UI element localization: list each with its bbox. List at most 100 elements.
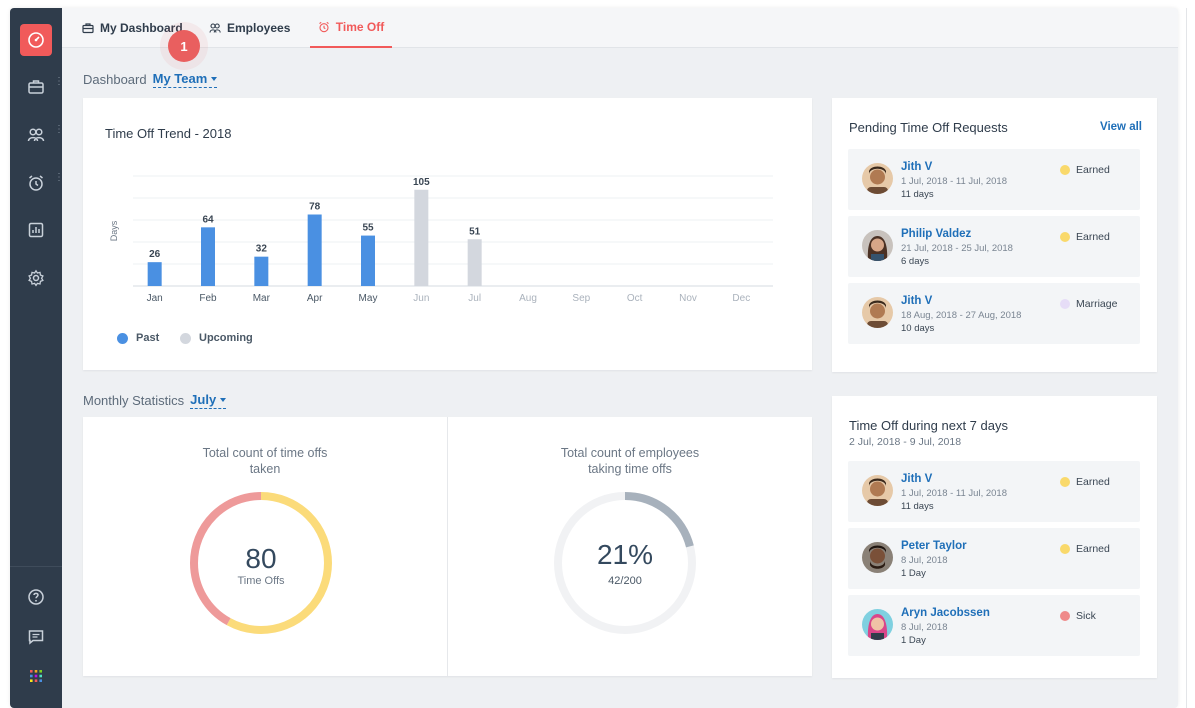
avatar [862,609,893,640]
stat-unit: Time Offs [237,575,285,587]
x-tick-label: Sep [572,293,590,304]
sidebar-item-reports[interactable] [20,214,52,246]
settings-icon [28,269,44,287]
sidebar-divider [10,566,62,567]
legend-label: Past [136,332,160,344]
donut-segment-red [190,492,332,634]
caption-line: Total count of employees [560,446,700,460]
bar-past [361,235,375,286]
sidebar-item-chat[interactable] [20,621,52,653]
tab-employees[interactable]: Employees [209,8,290,48]
chevron-down-icon [211,76,218,81]
type-dot [1060,165,1070,175]
type-label: Earned [1076,476,1110,488]
leave-type: Marriage [1060,298,1117,310]
bar-upcoming [467,239,482,286]
more-dots-icon[interactable]: ⋮ [54,124,64,135]
next7-range: 2 Jul, 2018 - 9 Jul, 2018 [849,436,962,448]
more-dots-icon[interactable]: ⋮ [54,172,64,183]
app-window: ⋮ ⋮ ⋮ [10,8,1178,708]
donut-segment-fill [554,492,696,634]
employee-name[interactable]: Peter Taylor [901,540,967,552]
dashboard-label: Dashboard [83,72,147,87]
date-range: 18 Aug, 2018 - 27 Aug, 2018 [901,310,1022,321]
leave-type: Sick [1060,610,1096,622]
type-label: Sick [1076,610,1096,622]
chart-title: Time Off Trend - 2018 [105,126,232,141]
tab-my-dashboard[interactable]: My Dashboard [82,8,183,48]
legend-label: Upcoming [199,332,253,344]
sidebar-item-help[interactable] [20,581,52,613]
x-tick-label: Nov [679,293,697,304]
top-tab-bar: My Dashboard Employees Time Off 1 [62,8,1178,62]
pending-title: Pending Time Off Requests [849,120,1008,135]
avatar [862,542,893,573]
data-label: 55 [362,223,374,234]
alarm-clock-icon [318,21,329,33]
employee-name[interactable]: Jith V [901,295,933,307]
sidebar-item-apps[interactable] [20,660,52,692]
sidebar-item-time-off[interactable] [20,167,52,199]
employee-name[interactable]: Jith V [901,473,933,485]
date-range: 1 Jul, 2018 - 11 Jul, 2018 [901,176,1007,187]
sidebar-item-settings[interactable] [20,262,52,294]
leave-type: Earned [1060,543,1110,555]
type-label: Earned [1076,164,1110,176]
legend-dot-upcoming [180,332,191,344]
data-label: 32 [256,244,268,255]
view-all-link[interactable]: View all [1100,121,1142,133]
tab-label: Time Off [335,20,385,34]
stat-value: 80 [245,543,277,574]
caption-line: taking time offs [588,462,672,476]
request-item[interactable]: Philip Valdez 21 Jul, 2018 - 25 Jul, 201… [848,216,1140,277]
type-dot [1060,544,1070,554]
sidebar: ⋮ ⋮ ⋮ [10,8,64,708]
timeoff-item[interactable]: Peter Taylor 8 Jul, 2018 1 Day Earned [848,528,1140,589]
data-label: 105 [413,177,430,188]
stat-caption: Total count of employees taking time off… [448,445,812,477]
type-dot [1060,611,1070,621]
sidebar-item-employees[interactable] [20,119,52,151]
timeoff-item[interactable]: Aryn Jacobssen 8 Jul, 2018 1 Day Sick [848,595,1140,656]
month-dropdown[interactable]: July [190,392,227,409]
scope-dropdown[interactable]: My Team [152,71,218,88]
day-count: 1 Day [901,635,926,646]
date-range: 8 Jul, 2018 [901,622,948,633]
request-item[interactable]: Jith V 18 Aug, 2018 - 27 Aug, 2018 10 da… [848,283,1140,344]
day-count: 6 days [901,256,929,267]
x-tick-label: Dec [732,293,750,304]
type-dot [1060,299,1070,309]
x-tick-label: Jul [468,293,481,304]
sidebar-item-dashboard[interactable] [20,24,52,56]
employee-name[interactable]: Jith V [901,161,933,173]
day-count: 11 days [901,189,934,200]
type-label: Earned [1076,231,1110,243]
bar-past [307,214,322,286]
data-label: 26 [149,249,161,260]
bar-upcoming [414,189,429,286]
type-label: Marriage [1076,298,1118,310]
date-range: 1 Jul, 2018 - 11 Jul, 2018 [901,488,1007,499]
avatar [862,475,893,506]
employee-name[interactable]: Aryn Jacobssen [901,607,990,619]
briefcase-icon [82,23,94,34]
date-range: 8 Jul, 2018 [901,555,948,566]
more-dots-icon[interactable]: ⋮ [54,76,64,87]
legend-past: Past [117,332,159,344]
request-item[interactable]: Jith V 1 Jul, 2018 - 11 Jul, 2018 11 day… [848,149,1140,210]
briefcase-icon [28,80,44,94]
next7-title: Time Off during next 7 days [849,418,1008,433]
trend-chart: Days 26 Jan 64 Feb 32 Mar 78 Apr 55 May 105 Jun 51 Jul… [109,175,773,304]
bar-past [201,227,215,286]
sidebar-item-my-dashboard[interactable] [20,71,52,103]
employee-name[interactable]: Philip Valdez [901,228,972,240]
tab-time-off[interactable]: Time Off [310,8,392,48]
employees-donut [554,492,696,634]
trend-card: Time Off Trend - 2018 Days 26 Jan 64 Feb 32 Ma… [83,98,812,370]
legend-dot-past [117,332,128,344]
avatar [862,230,893,261]
next7-card: Time Off during next 7 days 2 Jul, 2018 … [832,396,1157,678]
timeoff-item[interactable]: Jith V 1 Jul, 2018 - 11 Jul, 2018 11 day… [848,461,1140,522]
tab-label: My Dashboard [100,21,183,35]
report-icon [28,222,44,238]
